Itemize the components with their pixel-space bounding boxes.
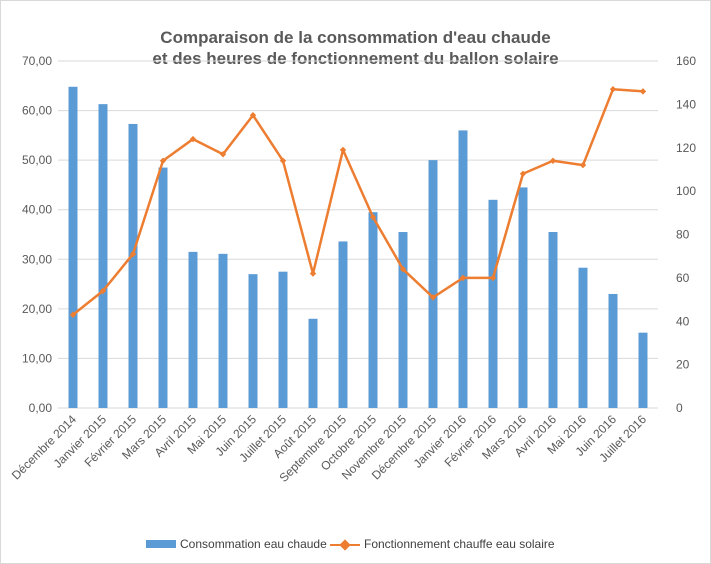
bar bbox=[218, 253, 228, 408]
bar bbox=[428, 160, 438, 408]
line-point bbox=[639, 88, 647, 95]
line-point bbox=[459, 274, 467, 282]
line-point bbox=[69, 311, 77, 318]
legend-swatch-consommation bbox=[146, 540, 176, 548]
bar bbox=[248, 274, 258, 408]
bar bbox=[278, 271, 288, 408]
legend-label-fonctionnement: Fonctionnement chauffe eau solaire bbox=[364, 537, 555, 551]
y-right-tick-label: 40 bbox=[676, 314, 690, 328]
y-left-tick-label: 60,00 bbox=[22, 104, 52, 118]
y-left-tick-label: 50,00 bbox=[22, 153, 52, 167]
bar bbox=[308, 318, 318, 408]
bar bbox=[398, 232, 408, 408]
y-right-tick-label: 0 bbox=[676, 401, 683, 415]
line-point bbox=[429, 294, 437, 301]
y-right-tick-label: 80 bbox=[676, 228, 690, 242]
line-point bbox=[279, 157, 287, 164]
line-point bbox=[369, 213, 377, 221]
y-left-tick-label: 20,00 bbox=[22, 302, 52, 316]
bar bbox=[488, 199, 498, 408]
bar bbox=[548, 232, 558, 408]
bar bbox=[98, 104, 108, 409]
chart-title-line2: et des heures de fonctionnement du ballo… bbox=[152, 49, 559, 68]
y-right-tick-label: 20 bbox=[676, 358, 690, 372]
bar bbox=[578, 267, 588, 408]
line-point bbox=[339, 146, 347, 154]
line-point bbox=[609, 85, 617, 93]
line-point bbox=[519, 170, 527, 177]
line-point bbox=[399, 266, 407, 273]
line-point bbox=[189, 135, 197, 143]
line-point bbox=[549, 157, 557, 164]
y-right-tick-label: 160 bbox=[676, 54, 696, 68]
y-left-tick-label: 30,00 bbox=[22, 252, 52, 266]
series-line bbox=[72, 87, 644, 316]
line-point bbox=[159, 157, 167, 164]
y-right-tick-label: 140 bbox=[676, 97, 696, 111]
line-point bbox=[579, 161, 587, 169]
legend-label-consommation: Consommation eau chaude bbox=[180, 537, 327, 551]
y-right-tick-label: 120 bbox=[676, 141, 696, 155]
y-left-tick-label: 0,00 bbox=[29, 401, 53, 415]
line-point bbox=[129, 250, 137, 258]
line-point bbox=[309, 270, 317, 277]
y-right-tick-label: 60 bbox=[676, 271, 690, 285]
y-left-tick-label: 40,00 bbox=[22, 203, 52, 217]
y-left-tick-label: 70,00 bbox=[22, 54, 52, 68]
line-point bbox=[219, 151, 227, 158]
y-right-tick-label: 100 bbox=[676, 184, 696, 198]
bar bbox=[518, 187, 528, 408]
bar bbox=[608, 293, 618, 408]
line-point bbox=[249, 112, 257, 119]
bar bbox=[338, 241, 348, 408]
chart-title-line1: Comparaison de la consommation d'eau cha… bbox=[160, 28, 551, 47]
y-left-tick-label: 10,00 bbox=[22, 351, 52, 365]
bar bbox=[638, 332, 648, 408]
bar bbox=[128, 123, 138, 408]
line-point bbox=[99, 287, 107, 295]
bar bbox=[68, 86, 78, 408]
bar bbox=[158, 167, 168, 408]
bar bbox=[458, 130, 468, 408]
bar bbox=[368, 212, 378, 408]
bar bbox=[188, 251, 198, 408]
line-point bbox=[489, 274, 497, 282]
